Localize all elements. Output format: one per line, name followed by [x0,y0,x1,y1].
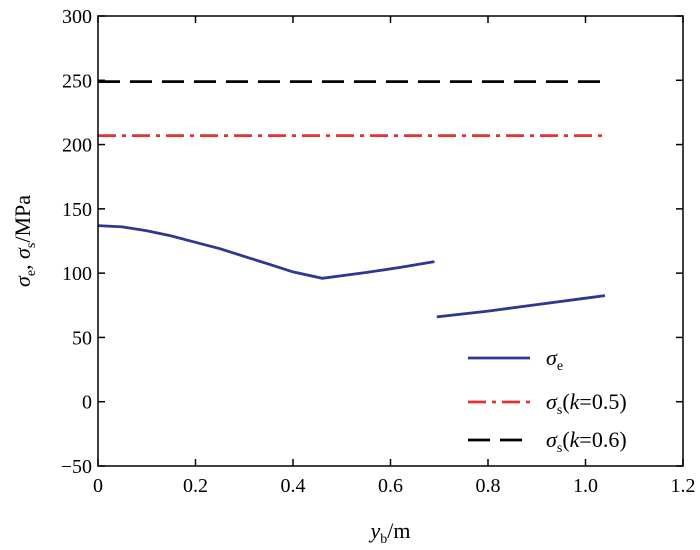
y-tick-label: 0 [82,392,92,414]
y-tick-label: 200 [62,135,92,157]
x-tick-label: 0 [93,475,103,497]
x-tick-label: 0.8 [476,475,501,497]
legend: σe σs(k=0.5) σs(k=0.6) [468,345,627,456]
series-layer [97,80,606,319]
y-tick-label: 300 [62,6,92,28]
legend-label-sigma_e: σe [546,345,563,374]
x-tick-label: 0.6 [378,475,403,497]
y-axis-label: σe, σs/MPa [10,195,39,287]
x-tick-label: 0.4 [281,475,306,497]
series-line-sigma_e-1 [97,224,435,280]
x-tick-label: 1.0 [573,475,598,497]
x-tick-label: 1.2 [671,475,696,497]
x-tick-label: 0.2 [183,475,208,497]
y-tick-label: 150 [62,199,92,221]
y-tick-label: −50 [61,456,92,478]
y-tick-label: 100 [62,263,92,285]
legend-label-sigma_s_k06: σs(k=0.6) [546,427,627,456]
legend-label-sigma_s_k05: σs(k=0.5) [546,389,627,418]
y-tick-label: 250 [62,70,92,92]
y-tick-label: 50 [72,327,92,349]
series-line-sigma_e-2 [436,294,606,319]
x-axis-label: yb/m [369,518,411,547]
